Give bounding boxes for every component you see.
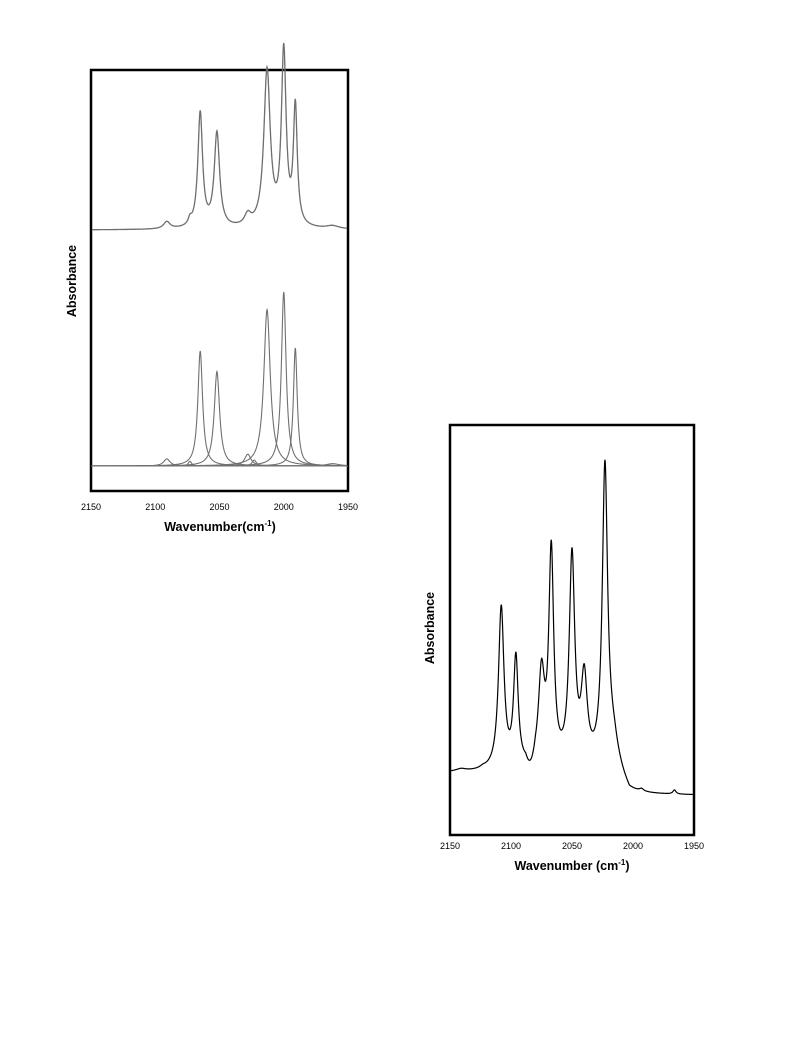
- chart-2-x-tick-label: 1950: [684, 841, 704, 851]
- chart-1-x-tick-label: 2150: [81, 502, 101, 512]
- chart-1-x-axis-label-main: Wavenumber(cm: [164, 520, 264, 534]
- chart-2-x-axis-label: Wavenumber (cm-1): [514, 858, 629, 873]
- chart-1-x-tick-label: 2050: [209, 502, 229, 512]
- chart-2-x-tick-label: 2150: [440, 841, 460, 851]
- chart-1-x-tick-label: 2000: [274, 502, 294, 512]
- chart-1-component-band-2052: [92, 369, 347, 467]
- chart-1-series-group: [91, 42, 348, 467]
- chart-2-spectrum-line: [450, 459, 694, 796]
- chart-1-x-tick-label: 1950: [338, 502, 358, 512]
- chart-2: 2150 2100 2050 2000 1950 Absorbance Wavenumb…: [423, 423, 704, 873]
- chart-1: 2150 2100 2050 2000 1950 Absorbance Wavenumb…: [65, 42, 358, 534]
- chart-2-x-axis-label-main: Wavenumber (cm: [514, 859, 618, 873]
- chart-1-component-band-1962: [92, 463, 347, 467]
- chart-1-x-axis-label-close: ): [272, 520, 276, 534]
- chart-2-x-tick-label: 2100: [501, 841, 521, 851]
- chart-2-x-axis-label-sup: -1: [618, 858, 626, 867]
- chart-2-y-axis-label: Absorbance: [423, 592, 437, 664]
- chart-2-x-ticks: 2150 2100 2050 2000 1950: [440, 841, 704, 851]
- chart-2-x-tick-label: 2050: [562, 841, 582, 851]
- chart-2-x-axis-label-close: ): [625, 859, 629, 873]
- chart-2-x-tick-label: 2000: [623, 841, 643, 851]
- chart-1-x-tick-label: 2100: [145, 502, 165, 512]
- chart-1-component-band-2000: [92, 291, 347, 467]
- chart-1-x-axis-label: Wavenumber(cm-1): [164, 519, 276, 534]
- chart-1-fit-sum-line: [92, 43, 347, 230]
- chart-1-component-band-2013: [92, 307, 347, 467]
- chart-1-x-ticks: 2150 2100 2050 2000 1950: [81, 502, 358, 512]
- chart-1-plot-frame: [89, 68, 350, 493]
- chart-2-plot-frame: [448, 423, 696, 837]
- chart-1-x-axis-label-sup: -1: [264, 519, 272, 528]
- chart-2-series-group: [450, 459, 694, 796]
- chart-1-y-axis-label: Absorbance: [65, 245, 79, 317]
